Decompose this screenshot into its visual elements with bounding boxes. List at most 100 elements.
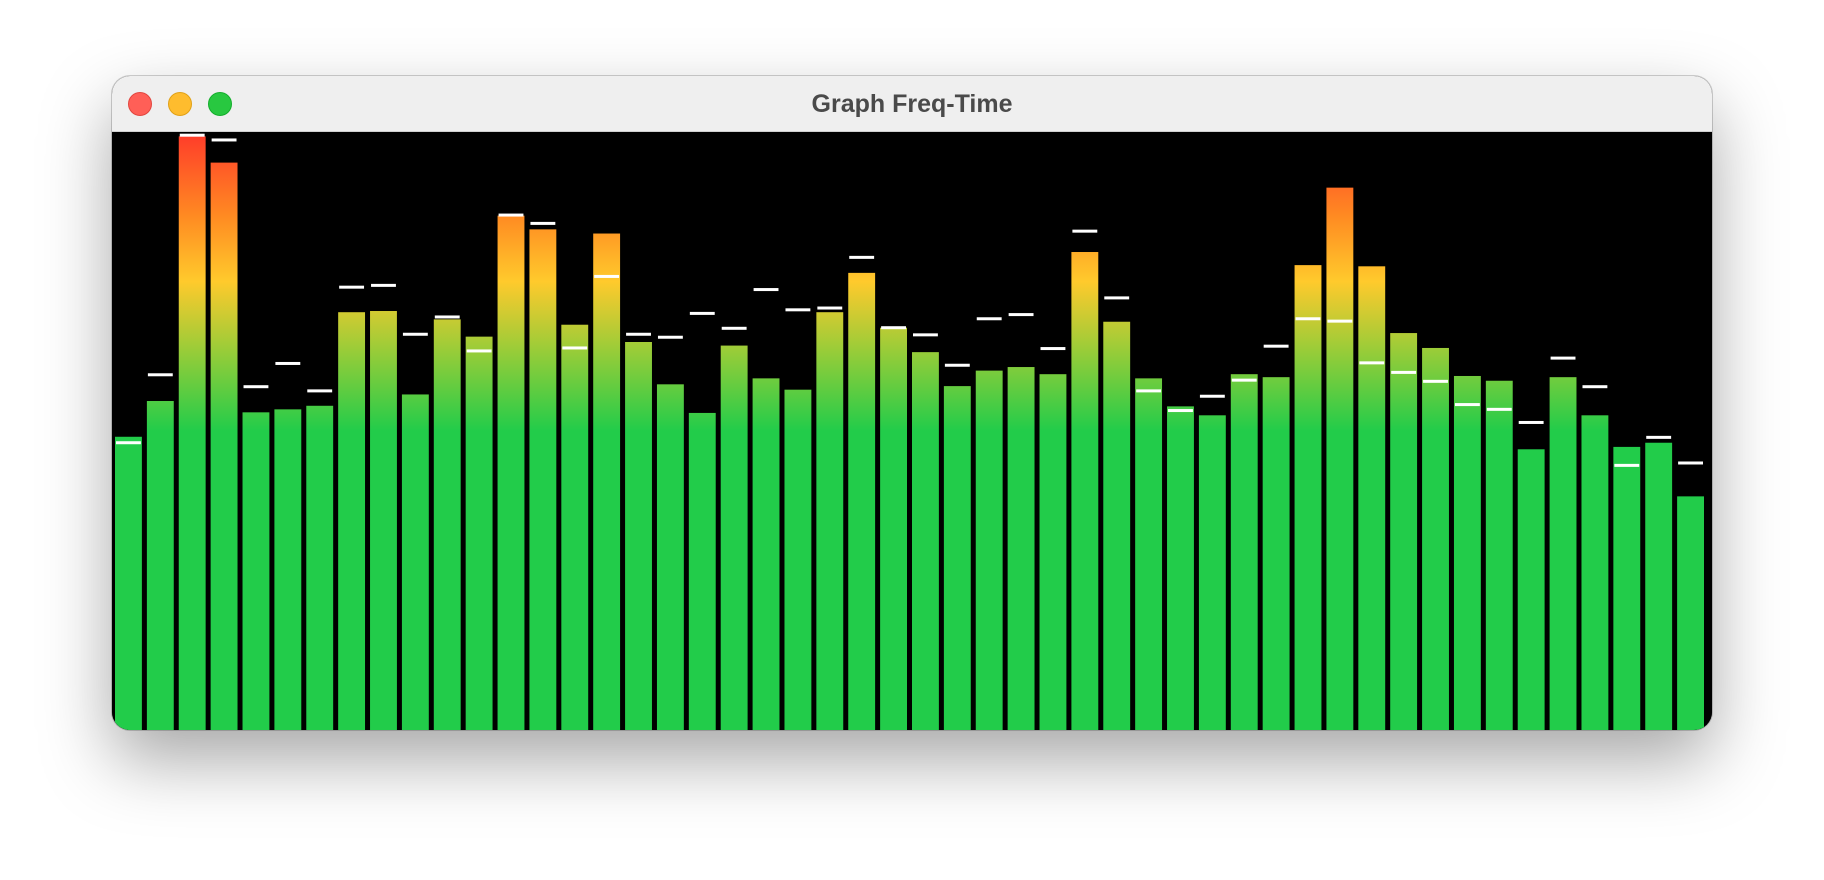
frequency-bar — [178, 136, 206, 730]
frequency-bar — [1422, 347, 1449, 730]
peak-marker — [402, 332, 428, 336]
frequency-bar — [306, 405, 334, 730]
peak-marker — [721, 326, 747, 330]
frequency-bar — [370, 311, 397, 730]
frequency-bar — [688, 412, 716, 730]
peak-marker — [179, 133, 205, 137]
frequency-bar — [1103, 321, 1131, 730]
frequency-bar — [1613, 446, 1641, 730]
zoom-button[interactable] — [208, 92, 232, 116]
frequency-bar — [561, 324, 589, 730]
frequency-graph — [112, 132, 1712, 730]
peak-marker — [1614, 463, 1640, 467]
frequency-bar — [1517, 449, 1545, 730]
frequency-bar — [1167, 406, 1194, 730]
frequency-bar — [943, 386, 971, 730]
peak-marker — [1327, 319, 1353, 323]
peak-marker — [594, 274, 620, 278]
frequency-bar — [656, 384, 684, 730]
frequency-bar — [210, 162, 238, 730]
peak-marker — [1391, 370, 1417, 374]
peak-markers-layer — [116, 133, 1703, 467]
peak-marker — [147, 373, 173, 377]
peak-marker — [1550, 356, 1576, 360]
peak-marker — [307, 389, 333, 393]
frequency-bar — [784, 389, 812, 730]
frequency-chart — [115, 133, 1704, 730]
peak-marker — [1104, 296, 1130, 300]
peak-marker — [1072, 229, 1098, 233]
peak-marker — [1199, 394, 1225, 398]
peak-marker — [1008, 313, 1034, 317]
frequency-bar — [912, 352, 939, 730]
frequency-bar — [1645, 442, 1673, 730]
peak-marker — [1454, 403, 1480, 407]
frequency-bar — [1485, 380, 1513, 730]
peak-marker — [339, 285, 365, 289]
frequency-bar — [1198, 415, 1226, 730]
peak-marker — [1359, 361, 1385, 365]
title-bar[interactable]: Graph Freq-Time — [112, 76, 1712, 132]
frequency-bar — [1262, 377, 1290, 730]
frequency-bar — [1549, 377, 1577, 730]
peak-marker — [1040, 347, 1066, 351]
peak-marker — [562, 346, 588, 350]
peak-marker — [116, 441, 141, 445]
peak-marker — [1646, 435, 1672, 439]
frequency-bar — [433, 319, 461, 730]
frequency-bar — [242, 412, 270, 730]
peak-marker — [657, 335, 683, 339]
peak-marker — [275, 361, 301, 365]
frequency-bar — [720, 345, 748, 730]
window-title: Graph Freq-Time — [811, 90, 1013, 118]
frequency-bar — [338, 312, 366, 730]
peak-marker — [243, 385, 269, 389]
frequency-bar — [1326, 187, 1354, 730]
frequency-bar — [146, 401, 174, 730]
frequency-bar — [1294, 265, 1322, 730]
peak-marker — [1423, 379, 1448, 383]
bars-layer — [115, 136, 1704, 730]
frequency-bar — [274, 409, 302, 730]
peak-marker — [211, 138, 237, 142]
frequency-bar — [1230, 374, 1258, 730]
peak-marker — [976, 317, 1002, 321]
peak-marker — [1263, 344, 1289, 348]
frequency-bar — [465, 336, 493, 730]
peak-marker — [753, 288, 779, 292]
peak-marker — [498, 213, 524, 217]
peak-marker — [1231, 378, 1257, 382]
peak-marker — [1678, 461, 1703, 465]
frequency-bar — [1390, 333, 1418, 730]
frequency-bar — [593, 233, 621, 730]
peak-marker — [1486, 407, 1512, 411]
peak-marker — [1582, 385, 1608, 389]
frequency-bar — [1453, 375, 1481, 730]
frequency-bar — [1071, 252, 1099, 730]
peak-marker — [1295, 317, 1321, 321]
frequency-bar — [1135, 378, 1163, 730]
frequency-bar — [1358, 266, 1386, 730]
frequency-bar — [115, 436, 142, 730]
frequency-bar — [401, 394, 429, 730]
frequency-bar — [1007, 367, 1035, 730]
peak-marker — [1168, 409, 1193, 413]
peak-marker — [817, 306, 843, 310]
peak-marker — [1518, 420, 1544, 424]
frequency-bar — [816, 312, 844, 730]
app-window: Graph Freq-Time — [112, 76, 1712, 730]
frequency-bar — [975, 370, 1003, 730]
peak-marker — [626, 332, 651, 336]
peak-marker — [849, 255, 875, 259]
frequency-bar — [1581, 415, 1609, 730]
peak-marker — [785, 308, 811, 312]
frequency-bar — [625, 342, 652, 730]
peak-marker — [689, 311, 715, 315]
peak-marker — [881, 326, 906, 330]
frequency-bar — [529, 229, 557, 730]
peak-marker — [913, 333, 938, 337]
peak-marker — [944, 363, 970, 367]
close-button[interactable] — [128, 92, 152, 116]
minimize-button[interactable] — [168, 92, 192, 116]
frequency-bar — [497, 215, 525, 730]
